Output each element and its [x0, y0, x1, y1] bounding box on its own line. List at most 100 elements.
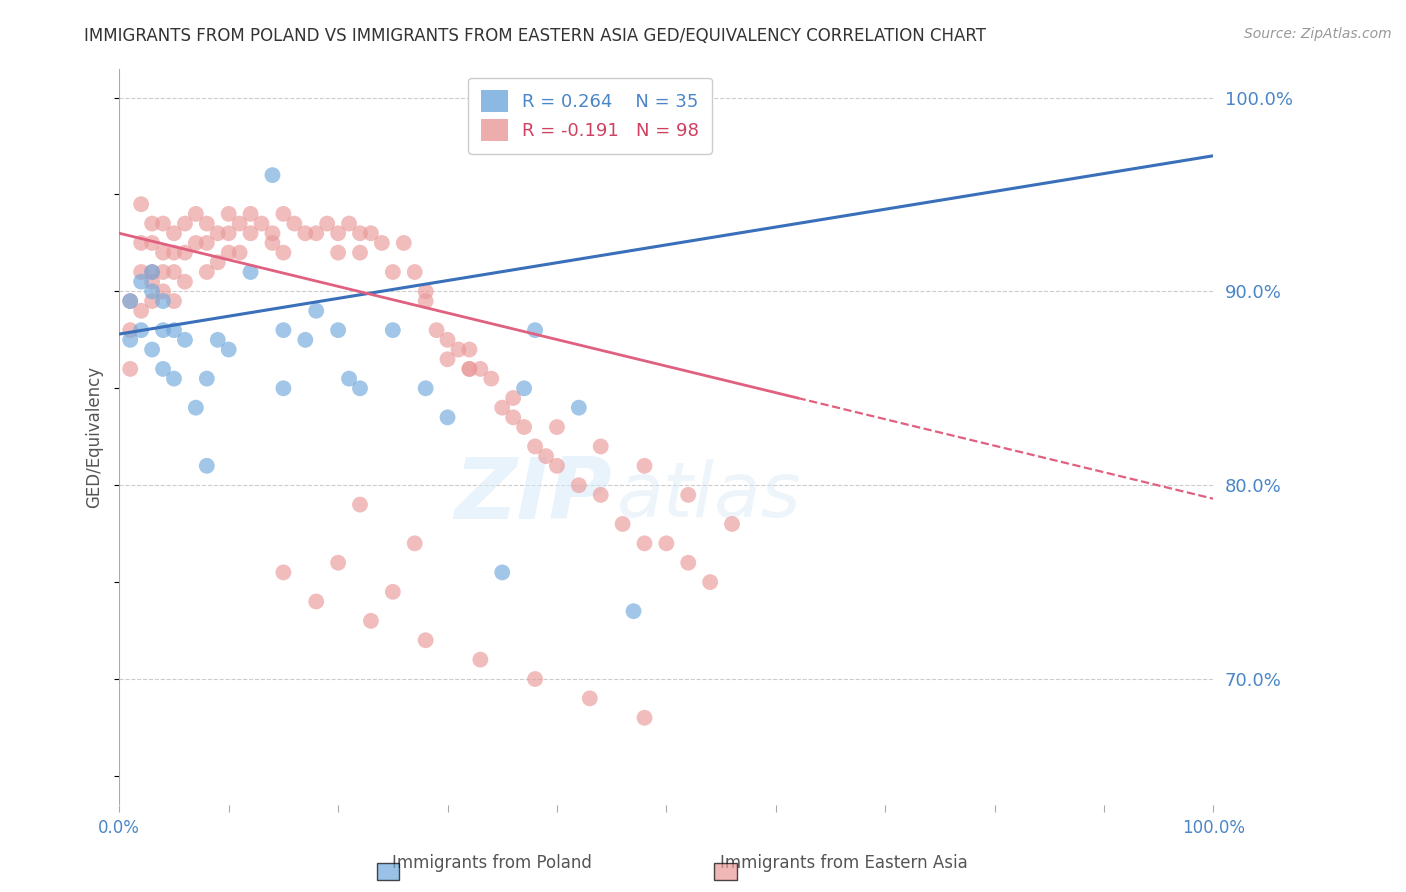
Y-axis label: GED/Equivalency: GED/Equivalency [86, 366, 103, 508]
Point [273, 207, 295, 221]
Point [337, 371, 360, 385]
Point [141, 285, 163, 299]
Point [273, 323, 295, 337]
Point [458, 343, 481, 357]
Point [633, 536, 655, 550]
Text: atlas: atlas [617, 458, 801, 533]
Point [326, 245, 349, 260]
Point [337, 217, 360, 231]
Point [129, 303, 152, 318]
Point [447, 343, 470, 357]
Point [250, 217, 273, 231]
Point [174, 245, 197, 260]
Point [141, 265, 163, 279]
Point [218, 207, 240, 221]
Point [623, 604, 645, 618]
Point [195, 235, 218, 250]
Point [239, 226, 262, 240]
Point [273, 245, 295, 260]
Point [152, 323, 174, 337]
Point [371, 235, 394, 250]
Point [120, 323, 142, 337]
Point [283, 217, 305, 231]
Point [479, 371, 502, 385]
Point [152, 245, 174, 260]
Point [470, 362, 492, 376]
Text: Source: ZipAtlas.com: Source: ZipAtlas.com [1244, 27, 1392, 41]
Point [174, 275, 197, 289]
Point [458, 362, 481, 376]
Point [349, 498, 371, 512]
Point [141, 217, 163, 231]
Point [470, 652, 492, 666]
Point [458, 362, 481, 376]
Text: Immigrants from Eastern Asia: Immigrants from Eastern Asia [720, 855, 967, 872]
Point [678, 556, 700, 570]
Point [152, 285, 174, 299]
Point [404, 265, 426, 279]
Point [163, 371, 186, 385]
Point [381, 265, 404, 279]
Point [589, 439, 612, 453]
Point [360, 614, 382, 628]
Point [534, 449, 557, 463]
Point [381, 584, 404, 599]
Point [568, 401, 591, 415]
Point [262, 226, 284, 240]
Point [305, 594, 328, 608]
Point [152, 217, 174, 231]
Point [546, 458, 568, 473]
Point [524, 672, 547, 686]
Point [633, 711, 655, 725]
Point [218, 245, 240, 260]
Point [141, 275, 163, 289]
Point [174, 333, 197, 347]
Legend: R = 0.264    N = 35, R = -0.191   N = 98: R = 0.264 N = 35, R = -0.191 N = 98 [468, 78, 711, 154]
Point [360, 226, 382, 240]
Point [633, 458, 655, 473]
Point [491, 566, 513, 580]
Point [184, 401, 207, 415]
Point [273, 566, 295, 580]
Point [426, 323, 449, 337]
Point [404, 536, 426, 550]
Point [678, 488, 700, 502]
Point [218, 226, 240, 240]
Point [349, 245, 371, 260]
Point [721, 516, 744, 531]
Text: IMMIGRANTS FROM POLAND VS IMMIGRANTS FROM EASTERN ASIA GED/EQUIVALENCY CORRELATI: IMMIGRANTS FROM POLAND VS IMMIGRANTS FRO… [84, 27, 987, 45]
Point [152, 362, 174, 376]
Point [152, 265, 174, 279]
Point [262, 235, 284, 250]
Point [207, 255, 229, 269]
Point [349, 381, 371, 395]
Text: ZIP: ZIP [454, 454, 612, 537]
Point [141, 235, 163, 250]
Point [392, 235, 415, 250]
Point [141, 343, 163, 357]
Point [612, 516, 634, 531]
Point [129, 275, 152, 289]
Point [294, 333, 316, 347]
Point [436, 410, 458, 425]
Point [129, 197, 152, 211]
Point [316, 217, 339, 231]
Point [228, 245, 250, 260]
Point [184, 235, 207, 250]
Point [120, 362, 142, 376]
Point [326, 556, 349, 570]
Point [415, 294, 437, 309]
Point [218, 343, 240, 357]
Point [120, 294, 142, 309]
Point [524, 323, 547, 337]
Point [163, 226, 186, 240]
Point [184, 207, 207, 221]
Point [239, 265, 262, 279]
Point [141, 265, 163, 279]
Point [436, 333, 458, 347]
Point [120, 294, 142, 309]
Point [163, 294, 186, 309]
Point [502, 410, 524, 425]
Point [195, 458, 218, 473]
Point [129, 265, 152, 279]
